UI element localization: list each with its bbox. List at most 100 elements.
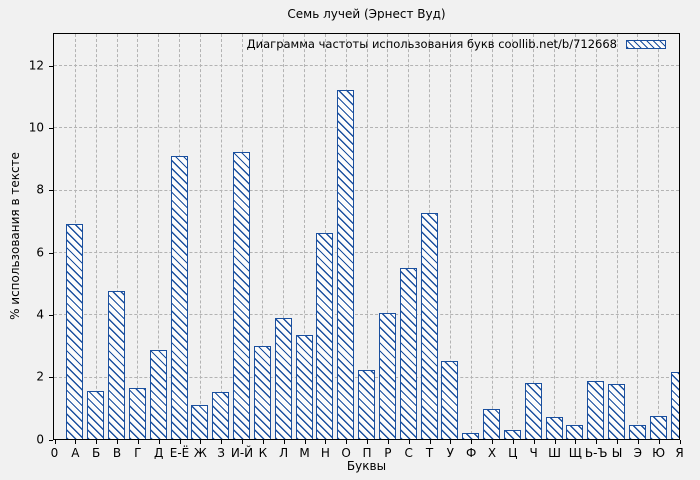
bar-Ц — [503, 429, 521, 439]
x-tick-label: А — [71, 446, 80, 460]
y-tick-mark — [49, 65, 53, 67]
y-tick-mark — [49, 314, 53, 316]
x-tick-mark — [512, 440, 514, 444]
bar-Т — [420, 213, 438, 439]
x-tick-mark — [221, 440, 223, 444]
y-tick-mark — [49, 190, 53, 192]
bar-С — [399, 267, 417, 439]
x-tick-label: Ф — [465, 446, 477, 460]
bar-Л — [274, 317, 292, 439]
x-tick-label: У — [446, 446, 454, 460]
v-gridline — [554, 34, 555, 439]
x-tick-mark — [492, 440, 493, 444]
v-gridline — [658, 34, 660, 439]
v-gridline — [449, 34, 451, 439]
x-tick-label: Р — [384, 446, 392, 460]
v-gridline — [595, 34, 597, 439]
v-gridline — [158, 34, 160, 439]
x-tick-label: Я — [675, 446, 684, 460]
v-gridline — [262, 34, 264, 439]
y-tick-label: 2 — [36, 369, 44, 384]
x-tick-label: Н — [320, 446, 330, 460]
bar-Ю — [649, 415, 667, 439]
x-tick-label: Д — [153, 446, 164, 460]
x-tick-mark — [471, 440, 473, 444]
v-gridline — [387, 34, 389, 439]
y-tick-label: 12 — [28, 57, 44, 72]
v-gridline — [116, 34, 118, 439]
x-tick-label: Х — [487, 446, 497, 460]
y-axis-ticks: 0 2 4 6 8 10 12 — [0, 35, 53, 446]
x-tick-label: Ю — [652, 446, 666, 460]
y-tick-label: 4 — [36, 307, 44, 322]
x-tick-label: Г — [134, 446, 142, 460]
bar-Я — [670, 372, 679, 439]
v-gridline — [304, 34, 305, 439]
x-tick-mark — [554, 440, 556, 444]
bar-Р — [378, 312, 396, 439]
y-tick-label: 0 — [36, 431, 44, 446]
x-tick-label: И-Й — [230, 446, 254, 460]
x-axis-title: Буквы — [346, 459, 387, 473]
bar-Э — [628, 424, 646, 439]
x-tick-label: Ч — [529, 446, 538, 460]
x-tick-mark — [408, 440, 410, 444]
x-tick-label: Л — [279, 446, 289, 460]
x-tick-label: С — [404, 446, 413, 460]
x-tick-mark — [137, 440, 139, 444]
x-tick-mark — [242, 440, 243, 444]
x-tick-mark — [346, 440, 348, 444]
plot-area: Диаграмма частоты использования букв coo… — [53, 33, 680, 440]
x-tick-mark — [179, 440, 181, 444]
v-gridline — [637, 34, 639, 439]
x-tick-label: Ы — [611, 446, 623, 460]
v-gridline — [366, 34, 368, 439]
legend-label: Диаграмма частоты использования букв coo… — [246, 37, 617, 51]
bar-О — [337, 90, 355, 439]
x-tick-label: Ш — [548, 446, 561, 460]
bar-В — [108, 291, 125, 439]
x-tick-label: Ь-Ъ — [584, 446, 608, 460]
x-tick-mark — [96, 440, 98, 444]
x-tick-mark — [200, 440, 202, 444]
x-tick-label: О — [341, 446, 351, 460]
x-tick-label: Щ — [568, 446, 582, 460]
x-tick-mark — [637, 440, 639, 444]
y-tick-label: 8 — [36, 182, 44, 197]
x-tick-mark — [304, 440, 306, 444]
v-gridline — [574, 34, 576, 439]
v-gridline — [679, 34, 680, 439]
bar-Д — [149, 350, 167, 439]
bar-З — [212, 392, 230, 439]
y-tick-mark — [49, 439, 53, 441]
chart-title: Семь лучей (Эрнест Вуд) — [287, 7, 446, 21]
x-tick-label: В — [112, 446, 122, 460]
y-tick-mark — [49, 127, 53, 129]
bar-К — [253, 345, 271, 439]
v-gridline — [491, 34, 493, 439]
v-gridline — [220, 34, 222, 439]
legend: Диаграмма частоты использования букв coo… — [247, 37, 666, 51]
v-gridline — [137, 34, 139, 439]
bar-Ы — [608, 384, 625, 439]
v-gridline — [512, 34, 514, 439]
bar-Ш — [545, 417, 563, 439]
y-tick-label: 10 — [28, 120, 44, 135]
y-tick-mark — [49, 252, 53, 254]
bar-Ч — [524, 382, 542, 439]
x-tick-label: Э — [633, 446, 643, 460]
x-tick-label: М — [299, 446, 310, 460]
v-gridline — [408, 34, 410, 439]
bar-Н — [316, 233, 334, 439]
x-tick-mark — [575, 440, 577, 444]
bar-А — [66, 224, 84, 439]
x-tick-mark — [325, 440, 327, 444]
y-tick-label: 6 — [36, 244, 44, 259]
x-tick-mark — [679, 440, 681, 444]
x-tick-label: П — [362, 446, 372, 460]
bar-Ж — [191, 404, 209, 439]
bar-Г — [128, 387, 146, 439]
x-tick-mark — [387, 440, 389, 444]
v-gridline — [95, 34, 97, 439]
